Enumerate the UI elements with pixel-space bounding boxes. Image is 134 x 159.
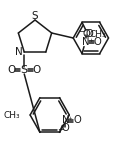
Text: O: O — [62, 123, 69, 133]
Text: O: O — [73, 115, 81, 125]
Text: −: − — [57, 125, 64, 134]
Text: CH₃: CH₃ — [4, 111, 20, 120]
Text: O: O — [7, 65, 16, 75]
Text: N: N — [15, 47, 23, 57]
Text: O: O — [94, 37, 102, 47]
Text: +: + — [88, 38, 93, 43]
Text: N: N — [62, 115, 69, 125]
Text: −: − — [78, 28, 85, 37]
Text: S: S — [32, 11, 38, 21]
Text: O: O — [33, 65, 41, 75]
Text: S: S — [21, 65, 28, 75]
Text: CH₃: CH₃ — [89, 30, 106, 39]
Text: N: N — [82, 37, 90, 47]
Text: O: O — [85, 29, 93, 39]
Text: +: + — [67, 116, 72, 121]
Text: O: O — [82, 29, 90, 39]
